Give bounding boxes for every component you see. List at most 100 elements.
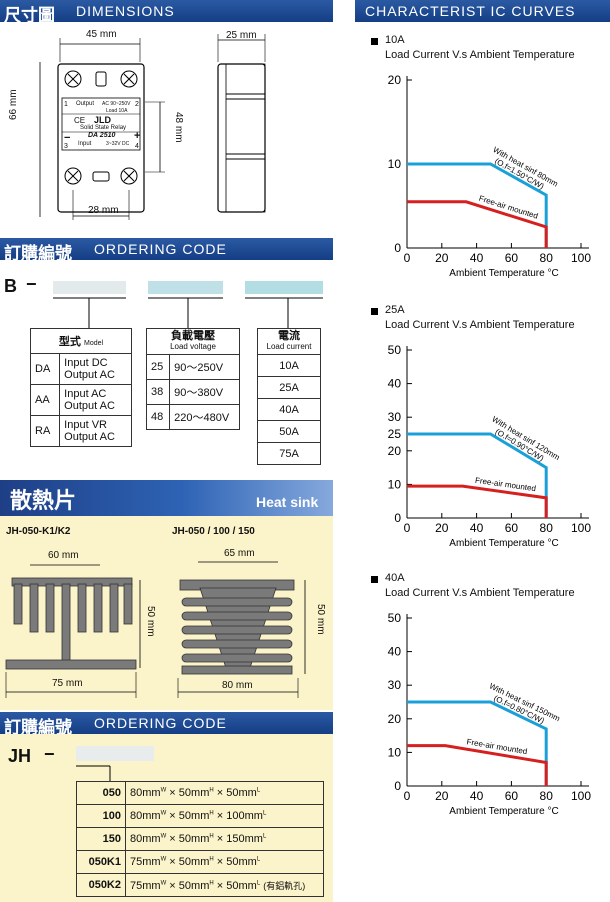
order-dash: − xyxy=(26,274,37,294)
dim-45mm: 45 mm xyxy=(86,29,117,40)
model-code: DA xyxy=(29,353,61,385)
current-header-en: Load current xyxy=(266,342,312,351)
series-line xyxy=(407,700,548,786)
times: × xyxy=(216,879,224,892)
order-prefix: B xyxy=(4,276,17,296)
hs-dim-50mm-b: 50 mm xyxy=(315,604,326,635)
voltage-value: 220～480V xyxy=(169,404,240,430)
jh-height: 50mm xyxy=(178,879,210,892)
y-tick-label: 50 xyxy=(388,343,402,357)
x-tick-label: 40 xyxy=(470,251,484,265)
relay-minus: − xyxy=(64,132,71,144)
table-row: 050K2 75mmW × 50mmH × 50mmL (有鋁軌孔) xyxy=(76,873,324,897)
model-code-slot xyxy=(53,281,126,294)
table-row: 25A xyxy=(257,376,321,399)
order-connector-lines xyxy=(53,297,323,328)
relay-input-label: Input xyxy=(78,141,92,147)
heatsink-title-zh: 散熱片 xyxy=(10,488,77,513)
y-tick-label: 10 xyxy=(388,157,402,171)
heatsink-title-en: Heat sink xyxy=(256,494,319,510)
table-row: 050 80mmW × 50mmH × 50mmL xyxy=(76,781,324,805)
chart-title: 40A xyxy=(385,572,405,584)
jh-code-slot xyxy=(76,746,154,761)
times: × xyxy=(169,833,176,845)
sup-h: H xyxy=(209,810,214,817)
times: × xyxy=(169,787,176,799)
chart-svg: 0 10 20 25 30 40 50 0 20 40 60 80 100 Ambient Tempera… xyxy=(388,343,592,549)
series-line xyxy=(407,744,548,786)
heatsink-model-k1k2: JH-050-K1/K2 xyxy=(6,526,71,537)
hs-dim-75mm: 75 mm xyxy=(52,678,83,689)
curves-header: CHARACTERIST IC CURVES xyxy=(355,0,610,22)
current-code-slot xyxy=(245,281,323,294)
y-tick-label: 40 xyxy=(388,645,402,659)
chart-bullet xyxy=(371,576,378,583)
series-line xyxy=(407,432,548,518)
y-tick-label: 20 xyxy=(388,73,402,87)
table-row: DA Input DC Output AC xyxy=(29,353,132,385)
jh-code: 100 xyxy=(76,804,126,828)
jh-width: 80mm xyxy=(130,810,161,822)
jh-connector xyxy=(76,765,111,782)
jh-height: 50mm xyxy=(178,856,210,868)
voltage-header-zh: 負載電壓 xyxy=(171,330,215,342)
sup-h: H xyxy=(209,879,214,886)
current-value: 50A xyxy=(257,420,321,443)
current-value: 40A xyxy=(257,398,321,421)
times: × xyxy=(169,879,176,892)
voltage-header-en: Load voltage xyxy=(170,342,216,351)
model-desc-2: Output AC xyxy=(64,431,115,443)
x-tick-label: 40 xyxy=(470,521,484,535)
hs-dim-60mm: 60 mm xyxy=(48,550,79,561)
table-row: RA Input VR Output AC xyxy=(29,415,132,447)
dimensions-header: 尺寸圖 DIMENSIONS xyxy=(0,0,333,25)
series-line xyxy=(407,200,548,248)
model-code: AA xyxy=(29,384,61,416)
chart-title: 10A xyxy=(385,34,405,46)
jh-length: 50mm xyxy=(226,787,257,799)
x-tick-label: 80 xyxy=(540,521,554,535)
model-header-zh: 型式 xyxy=(58,336,81,348)
chart-10a: 10A Load Current V.s Ambient Temperature… xyxy=(355,32,610,282)
sup-h: H xyxy=(209,787,214,794)
x-tick-label: 80 xyxy=(540,789,554,803)
jh-height: 50mm xyxy=(178,810,210,822)
ordering-title-en: ORDERING CODE xyxy=(94,241,227,257)
x-tick-label: 80 xyxy=(540,251,554,265)
voltage-code: 25 xyxy=(145,354,171,380)
series-line xyxy=(407,162,548,248)
relay-dimension-drawing xyxy=(39,34,266,220)
table-row: 38 90～380V xyxy=(145,379,240,405)
ordering-header-1: 訂購編號 ORDERING CODE xyxy=(0,238,333,263)
dim-25mm: 25 mm xyxy=(226,30,257,41)
chart-subtitle: Load Current V.s Ambient Temperature xyxy=(385,587,575,599)
y-tick-label: 20 xyxy=(388,712,402,726)
sup-h: H xyxy=(209,856,214,863)
jh-height: 50mm xyxy=(178,787,210,799)
jh-code: 050K2 xyxy=(76,873,126,897)
x-tick-label: 60 xyxy=(505,521,519,535)
y-tick-label: 10 xyxy=(388,745,402,759)
x-tick-label: 0 xyxy=(404,789,411,803)
relay-plus: + xyxy=(134,130,141,142)
voltage-value: 90～380V xyxy=(169,379,240,405)
table-row: 25 90～250V xyxy=(145,354,240,380)
jh-length: 100mm xyxy=(226,810,263,822)
jh-size-table: 050 80mmW × 50mmH × 50mmL 100 80mmW × 50mm… xyxy=(76,781,324,897)
model-desc-1: Input VR xyxy=(64,419,107,431)
relay-output-label: Output xyxy=(76,101,95,107)
model-desc-2: Output AC xyxy=(64,400,115,412)
model-desc-1: Input DC xyxy=(64,357,108,369)
hs-dim-50mm-a: 50 mm xyxy=(145,606,156,637)
x-tick-label: 0 xyxy=(404,521,411,535)
model-desc-1: Input AC xyxy=(64,388,107,400)
sup-l: L xyxy=(262,833,267,840)
series-line xyxy=(407,484,548,518)
voltage-table: 負載電壓 Load voltage 25 90～250V 38 90～380V 48 2… xyxy=(145,328,240,430)
table-row: 050K1 75mmW × 50mmH × 50mmL xyxy=(76,850,324,874)
sup-h: H xyxy=(209,833,214,840)
model-code: RA xyxy=(29,415,61,447)
x-tick-label: 0 xyxy=(404,251,411,265)
current-value: 75A xyxy=(257,442,321,465)
table-row: 100 80mmW × 50mmH × 100mmL xyxy=(76,804,324,828)
